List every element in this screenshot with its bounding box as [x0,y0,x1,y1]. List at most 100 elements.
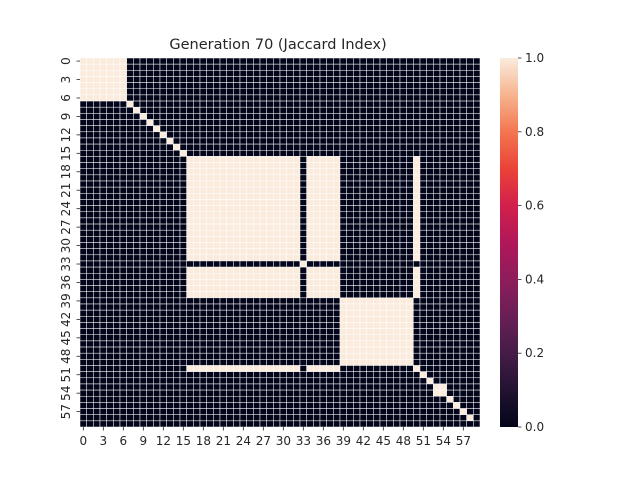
heatmap-cell [439,217,447,225]
heatmap-cell [146,193,154,200]
heatmap-cell [359,205,367,213]
heatmap-cell [359,217,367,225]
heatmap-cell [153,205,161,213]
heatmap-cell [439,156,447,163]
heatmap-cell [473,150,481,157]
heatmap-cell [186,131,194,139]
heatmap-cell [226,143,234,151]
heatmap-cell [439,199,447,206]
heatmap-cell [426,193,434,200]
heatmap-cell [473,229,481,237]
heatmap-cell [126,389,134,397]
heatmap-cell [273,291,281,299]
heatmap-cell [246,365,254,372]
heatmap-cell [426,223,434,231]
heatmap-cell [113,156,121,163]
heatmap-cell [159,180,167,188]
heatmap-cell [386,420,394,428]
heatmap-cell [446,156,454,163]
heatmap-cell [233,137,241,145]
heatmap-cell [93,248,101,256]
heatmap-cell [353,396,361,403]
heatmap-cell [219,334,227,342]
y-tick-label: 21 [59,183,73,198]
heatmap-cell [406,168,414,176]
heatmap-cell [79,260,87,268]
heatmap-cell [386,119,394,126]
heatmap-cell [419,76,427,83]
heatmap-cell [193,199,201,206]
heatmap-cell [313,365,321,372]
heatmap-cell [206,396,214,403]
heatmap-cell [79,180,87,188]
heatmap-cell [419,359,427,366]
heatmap-cell [86,162,94,169]
heatmap-cell [233,260,241,268]
heatmap-cell [253,371,261,379]
heatmap-cell [266,119,274,126]
heatmap-cell [139,94,147,102]
heatmap-cell [226,402,234,409]
heatmap-cell [426,174,434,182]
heatmap-cell [113,352,121,360]
heatmap-cell [233,143,241,151]
heatmap-cell [473,156,481,163]
heatmap-cell [93,328,101,336]
heatmap-cell [179,359,187,366]
heatmap-cell [206,322,214,329]
heatmap-cell [146,377,154,385]
heatmap-cell [259,291,267,299]
heatmap-cell [113,242,121,249]
heatmap-cell [373,137,381,145]
heatmap-cell [339,211,347,219]
heatmap-cell [213,303,221,311]
heatmap-cell [146,352,154,360]
heatmap-cell [126,396,134,403]
heatmap-cell [346,76,354,83]
heatmap-cell [159,303,167,311]
heatmap-cell [199,328,207,336]
heatmap-cell [313,309,321,317]
heatmap-cell [439,236,447,243]
heatmap-cell [353,303,361,311]
x-tick-label: 48 [396,434,411,448]
heatmap-cell [159,316,167,323]
heatmap-cell [333,88,341,96]
heatmap-cell [146,131,154,139]
heatmap-cell [213,119,221,126]
heatmap-cell [173,63,181,71]
heatmap-cell [113,279,121,286]
heatmap-cell [126,383,134,391]
heatmap-cell [473,199,481,206]
heatmap-cell [286,316,294,323]
heatmap-cell [199,131,207,139]
heatmap-cell [173,365,181,372]
colorbar-tick-label: 0.6 [525,199,544,213]
heatmap-cell [433,217,441,225]
heatmap-cell [293,193,301,200]
heatmap-cell [146,389,154,397]
heatmap-cell [133,63,141,71]
heatmap-cell [426,162,434,169]
heatmap-cell [333,199,341,206]
heatmap-cell [333,309,341,317]
heatmap-cell [433,254,441,262]
heatmap-cell [406,229,414,237]
heatmap-cell [246,254,254,262]
heatmap-cell [433,352,441,360]
heatmap-cell [446,340,454,348]
heatmap-cell [273,131,281,139]
heatmap-cell [333,143,341,151]
heatmap-cell [313,143,321,151]
heatmap-cell [259,359,267,366]
heatmap-cell [99,88,107,96]
heatmap-cell [393,396,401,403]
heatmap-cell [333,223,341,231]
heatmap-cell [146,365,154,372]
heatmap-cell [453,82,461,89]
heatmap-cell [426,260,434,268]
heatmap-cell [153,63,161,71]
heatmap-cell [339,217,347,225]
heatmap-cell [346,193,354,200]
heatmap-cell [413,248,421,256]
